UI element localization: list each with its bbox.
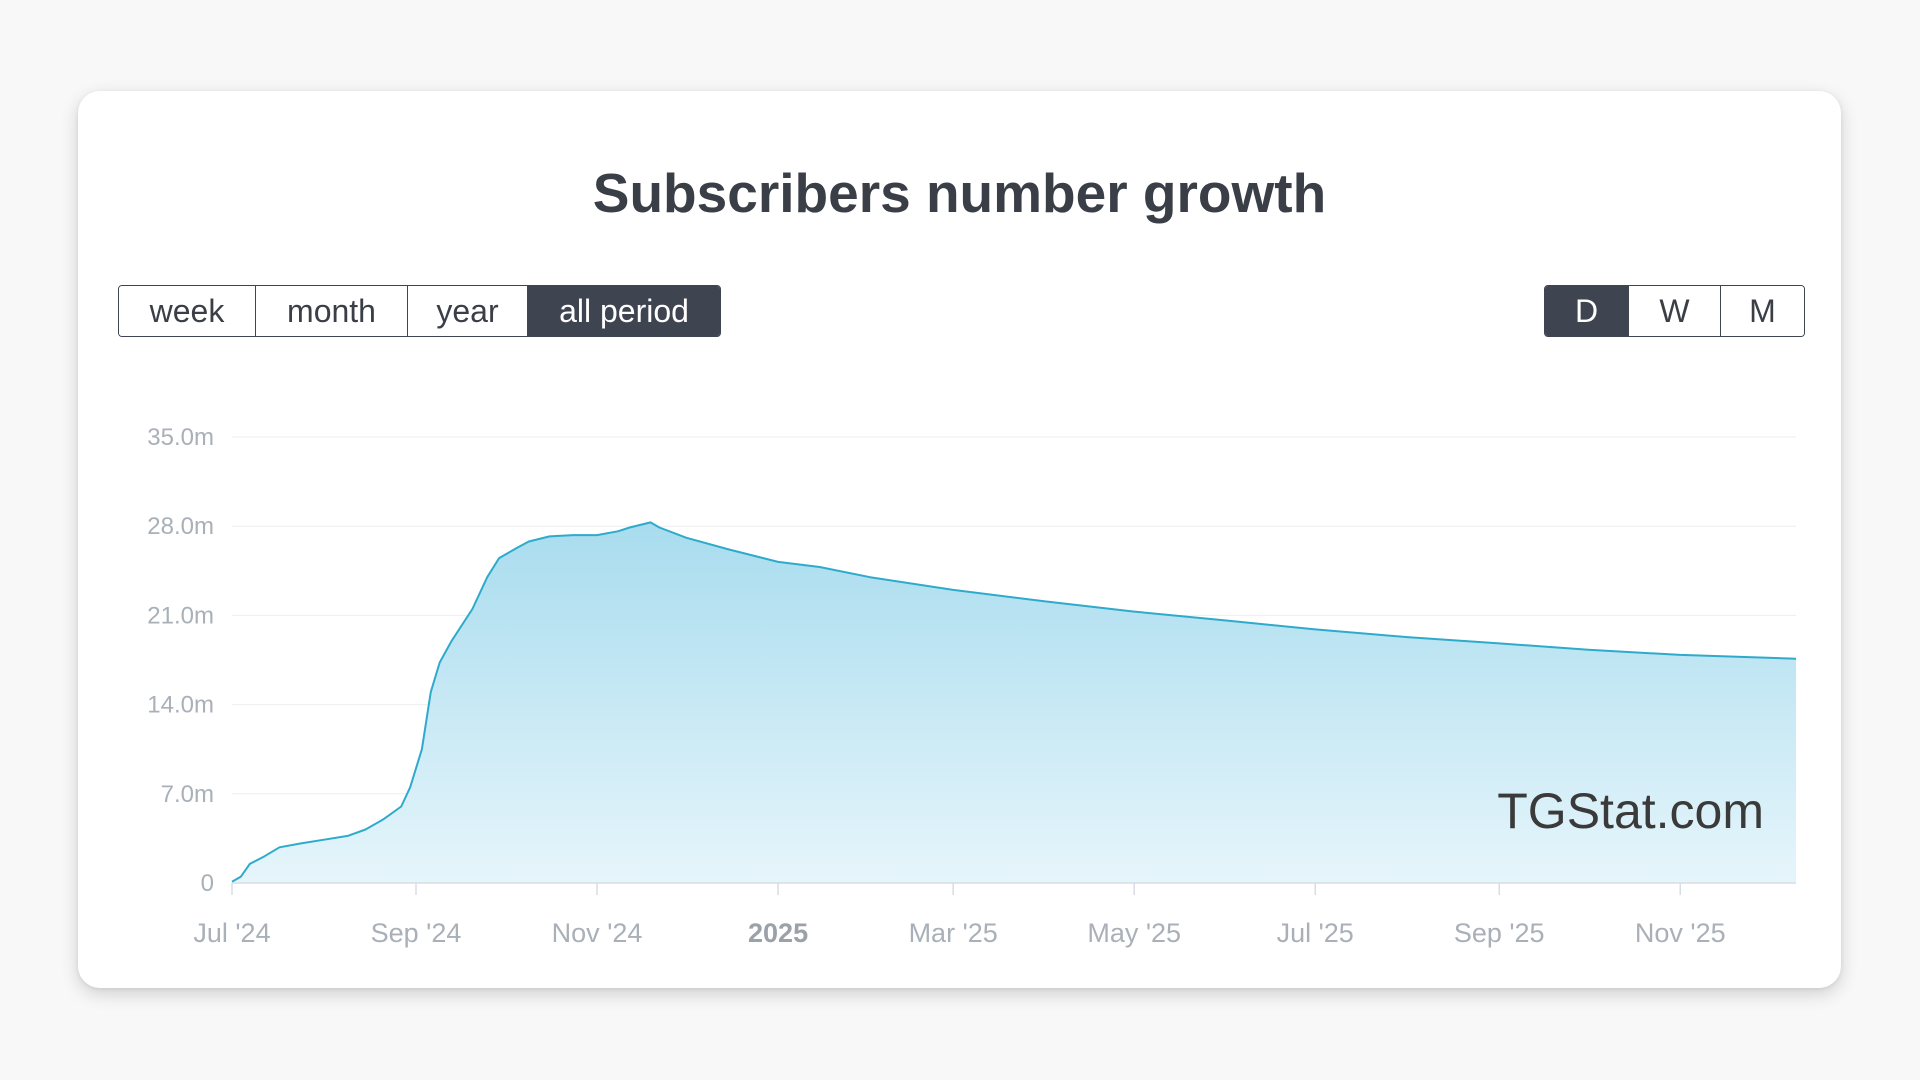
watermark-text: TGStat.com [1497,783,1764,839]
period-all-button[interactable]: all period [527,286,720,336]
granularity-week-button[interactable]: W [1628,286,1720,336]
y-tick-label: 35.0m [147,424,214,451]
x-tick-label: 2025 [748,918,808,948]
granularity-day-button[interactable]: D [1545,286,1628,336]
series-line [231,521,1797,883]
x-tick-label: Nov '24 [552,918,643,948]
period-selector: week month year all period [118,285,721,337]
area-series [231,521,1797,883]
x-tick-label: Sep '24 [371,918,462,948]
x-axis: Jul '24 Sep '24 Nov '24 2025 Mar '25 May '25 J… [193,882,1796,948]
period-month-button[interactable]: month [255,286,407,336]
y-axis: 0 7.0m 14.0m 21.0m 28.0m 35.0m [147,424,214,897]
x-tick-label: May '25 [1087,918,1181,948]
y-tick-label: 28.0m [147,513,214,540]
period-week-button[interactable]: week [119,286,255,336]
granularity-month-button[interactable]: M [1720,286,1804,336]
period-year-button[interactable]: year [407,286,527,336]
subscribers-area-chart: 0 7.0m 14.0m 21.0m 28.0m 35.0m Jul '24 Sep '24… [147,424,1797,948]
y-tick-label: 0 [201,870,214,897]
x-tick-label: Nov '25 [1635,918,1726,948]
x-tick-label: Jul '24 [193,918,270,948]
x-tick-label: Mar '25 [909,918,998,948]
y-tick-label: 14.0m [147,692,214,719]
y-tick-label: 7.0m [161,781,214,808]
x-tick-label: Jul '25 [1277,918,1354,948]
y-tick-label: 21.0m [147,602,214,629]
x-tick-label: Sep '25 [1454,918,1545,948]
chart-card: Subscribers number growth week month yea… [78,91,1841,988]
area-fill [232,522,1796,883]
chart-title: Subscribers number growth [592,162,1327,224]
granularity-selector: D W M [1544,285,1805,337]
